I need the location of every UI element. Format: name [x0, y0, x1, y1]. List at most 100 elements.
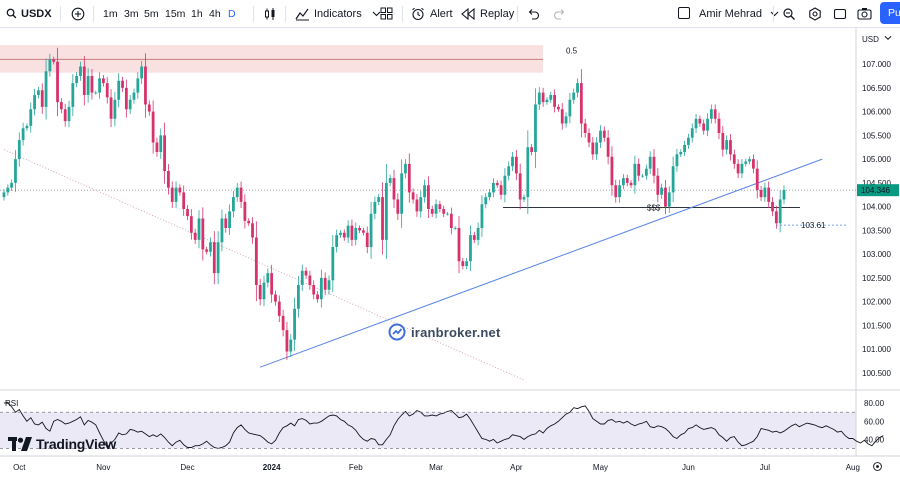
alert-button[interactable]: Alert — [411, 0, 453, 27]
bullish-candle — [140, 66, 144, 79]
bullish-candle — [618, 185, 621, 198]
bearish-candle — [182, 192, 186, 209]
bearish-candle — [243, 201, 247, 221]
watermark-text: iranbroker.net — [411, 324, 501, 340]
time-tick-label: Apr — [510, 463, 523, 472]
bullish-candle — [576, 83, 579, 93]
interval-5m[interactable]: 5m — [144, 7, 159, 20]
time-tick-label: Aug — [846, 463, 860, 472]
bearish-candle — [82, 66, 86, 95]
settings-button[interactable] — [808, 0, 822, 27]
bearish-candle — [52, 59, 56, 62]
tradingview-logo-text: TradingView — [36, 436, 117, 452]
price-tick-label: 103.500 — [862, 226, 891, 235]
level-label: 103.61 — [801, 221, 826, 230]
bearish-candle — [752, 159, 755, 169]
redo-button[interactable] — [553, 0, 566, 27]
bearish-candle — [755, 168, 759, 190]
chevron-down-icon — [372, 11, 381, 16]
toolbar-divider — [93, 6, 94, 22]
currency-label[interactable]: USD — [862, 35, 879, 44]
bullish-candle — [549, 95, 553, 100]
bullish-candle — [537, 92, 541, 105]
bullish-candle — [235, 187, 239, 198]
bullish-candle — [174, 187, 178, 202]
bearish-candle — [102, 78, 105, 84]
time-tick-label: Jul — [760, 463, 770, 472]
bearish-candle — [155, 142, 159, 152]
symbol-label: USDX — [21, 7, 52, 20]
bearish-candle — [438, 204, 442, 209]
symbol-search[interactable]: USDX — [6, 0, 52, 27]
price-tick-label: 101.500 — [862, 321, 891, 330]
indicators-button[interactable]: Indicators — [295, 0, 381, 27]
price-tick-label: 106.500 — [862, 84, 891, 93]
top-toolbar: USDX 1m 3m 5m 15m 1h 4h D Indicators Ale… — [0, 0, 900, 28]
add-symbol-icon — [71, 7, 85, 20]
interval-3m[interactable]: 3m — [124, 7, 139, 20]
bullish-candle — [33, 95, 36, 110]
bearish-candle — [606, 137, 610, 157]
rsi-label: RSI — [5, 399, 18, 408]
ascending-trendline[interactable] — [260, 158, 823, 368]
layout-checkbox-icon[interactable] — [678, 7, 690, 19]
interval-1h[interactable]: 1h — [191, 7, 203, 20]
bullish-candle — [10, 182, 14, 188]
interval-15m[interactable]: 15m — [165, 7, 186, 20]
bearish-candle — [281, 315, 285, 331]
bearish-candle — [258, 285, 262, 300]
bullish-candle — [6, 187, 10, 193]
bearish-candle — [614, 185, 618, 198]
undo-button[interactable] — [527, 0, 540, 27]
bullish-candle — [469, 235, 472, 262]
gear-icon[interactable] — [873, 462, 882, 471]
toolbar-divider — [402, 6, 403, 22]
replay-button[interactable]: Replay — [461, 0, 514, 27]
bearish-candle — [392, 178, 396, 200]
price-chart[interactable]: 0.5 $$$ 103.61 RSI USD 107.000 106.500 106… — [0, 28, 900, 477]
bearish-candle — [201, 218, 205, 250]
bullish-candle — [346, 225, 350, 238]
compare-symbol-button[interactable] — [71, 0, 85, 27]
bullish-candle — [228, 211, 231, 228]
bearish-candle — [499, 185, 503, 195]
interval-4h[interactable]: 4h — [209, 7, 221, 20]
bullish-candle — [327, 280, 331, 290]
bullish-candle — [266, 273, 270, 283]
bullish-candle — [671, 166, 675, 193]
time-tick-label: 2024 — [263, 463, 281, 472]
chart-type-button[interactable] — [263, 0, 277, 27]
bullish-candle — [687, 137, 690, 145]
interval-d[interactable]: D — [228, 7, 236, 20]
bullish-candle — [209, 242, 212, 252]
bearish-candle — [602, 130, 606, 138]
bearish-candle — [767, 187, 771, 202]
layouts-button[interactable] — [380, 0, 393, 27]
bullish-candle — [480, 204, 484, 228]
bearish-candle — [274, 294, 277, 302]
time-tick-label: Jun — [682, 463, 695, 472]
tradingview-logo[interactable]: TradingView — [8, 434, 116, 454]
rsi-tick-label: 40.00 — [864, 435, 885, 444]
bullish-candle — [132, 92, 136, 100]
price-tick-label: 104.500 — [862, 179, 891, 188]
user-menu[interactable]: Amir Mehrad — [699, 0, 779, 27]
candles-icon — [265, 7, 275, 20]
interval-1m[interactable]: 1m — [103, 7, 118, 20]
snapshot-button[interactable] — [857, 0, 872, 27]
bearish-candle — [557, 106, 560, 110]
quick-search-button[interactable] — [782, 0, 796, 27]
publish-button[interactable]: Pu — [880, 2, 900, 24]
bearish-candle — [316, 294, 319, 300]
rsi-tick-label: 80.00 — [864, 399, 885, 408]
bullish-candle — [384, 182, 388, 240]
fib-label: 0.5 — [566, 46, 578, 55]
bearish-candle — [105, 83, 109, 98]
bullish-candle — [377, 197, 381, 202]
bearish-candle — [358, 228, 361, 231]
bearish-candle — [205, 249, 209, 252]
bearish-candle — [56, 61, 59, 103]
candles — [2, 47, 786, 360]
time-tick-label: Nov — [96, 463, 110, 472]
fullscreen-button[interactable] — [833, 0, 847, 27]
